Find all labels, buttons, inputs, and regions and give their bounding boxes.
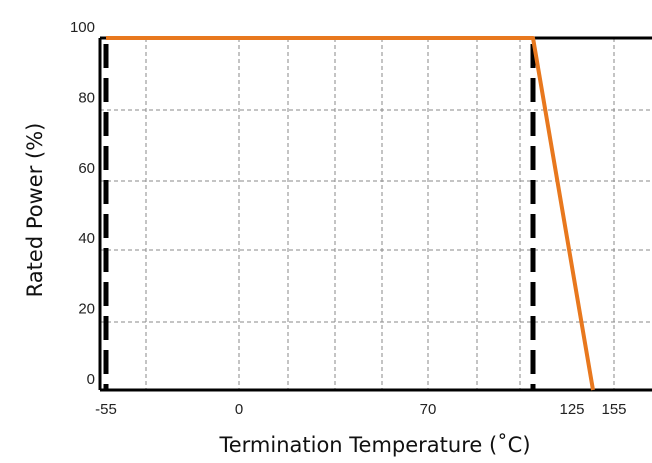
temperature-limit-lines [103, 44, 536, 390]
x-tick-label: -55 [95, 401, 117, 418]
y-tick-label: 100 [70, 19, 95, 36]
x-tick-label: 125 [559, 401, 584, 418]
y-tick-label: 20 [78, 301, 95, 318]
y-tick-labels: 0 20 40 60 80 100 [70, 19, 95, 388]
x-tick-label: 155 [601, 401, 626, 418]
x-tick-labels: -55 0 70 125 155 [95, 401, 626, 418]
x-tick-label: 70 [420, 401, 437, 418]
y-tick-label: 40 [78, 230, 95, 247]
grid-lines [100, 38, 652, 390]
series-layer [106, 36, 595, 391]
y-tick-label: 60 [78, 160, 95, 177]
rated-power-curve [106, 36, 595, 391]
plot-frame [98, 36, 652, 392]
y-tick-label: 80 [78, 89, 95, 106]
y-tick-label: 0 [87, 371, 95, 388]
x-axis-title: Termination Temperature (˚C) [218, 433, 530, 457]
y-axis-title: Rated Power (%) [23, 123, 47, 298]
x-tick-label: 0 [235, 401, 243, 418]
